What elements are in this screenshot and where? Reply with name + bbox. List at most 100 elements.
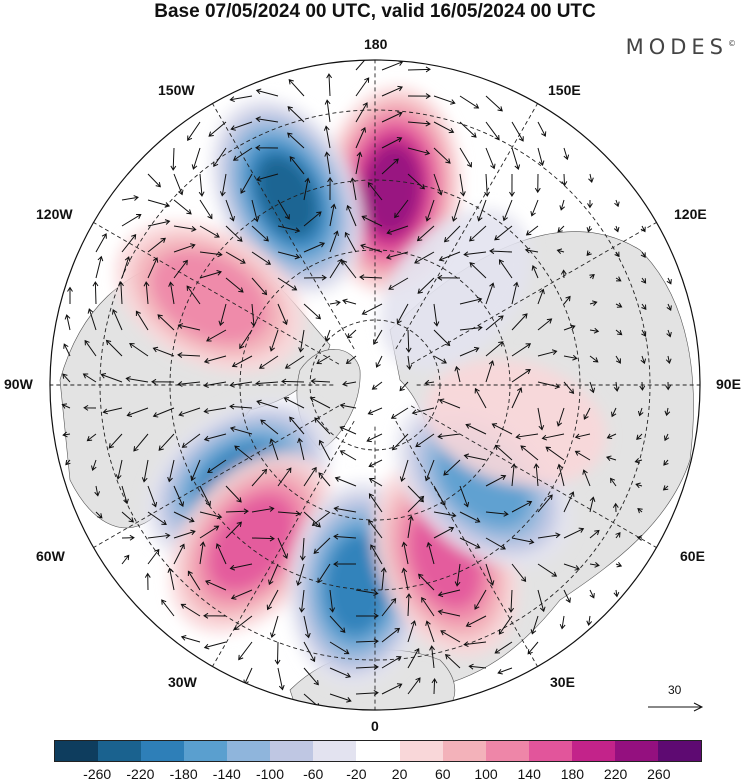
wind-vector [494,444,513,461]
wind-vector [424,379,435,386]
wind-vector [147,199,171,208]
wind-vector [361,303,383,315]
wind-vector [147,532,171,539]
wind-vector [537,121,547,137]
wind-vector [559,615,566,630]
wind-vector [346,329,357,339]
wind-vector [459,346,480,357]
wind-vector [375,355,383,368]
wind-vector [485,474,507,487]
colorbar-swatch [227,741,271,761]
wind-vector [494,641,513,654]
wind-vector [355,77,370,97]
wind-vector [251,468,268,487]
wind-vector [433,526,455,539]
wind-vector [407,173,426,190]
wind-vector [485,510,509,517]
wind-vector [317,563,331,584]
wind-vector [663,433,670,442]
wind-vector [641,329,647,337]
wind-vector [459,121,477,138]
wind-vector [537,407,545,431]
wind-vector [121,233,137,253]
wind-vector [203,612,227,619]
colorbar-swatch [184,741,228,761]
wind-vector [94,485,101,497]
wind-vector [152,407,175,418]
wind-vector [459,485,470,508]
wind-vector [489,248,513,255]
wind-vector [444,653,461,669]
wind-vector [147,257,159,279]
wind-vector [613,381,620,392]
wind-vector [381,111,403,123]
wind-vector [525,225,539,236]
wind-vector [425,199,435,222]
colorbar-tick-label: -20 [346,766,367,782]
wind-vector [502,199,513,222]
wind-vector [614,199,620,208]
wind-vector [233,615,253,631]
wind-vector [563,491,575,513]
colorbar-swatch [313,741,357,761]
label-lon-60e: 60E [680,548,705,564]
map-title: Base 07/05/2024 00 UTC, valid 16/05/2024… [154,1,596,22]
wind-vector [303,615,311,639]
wind-vector [173,225,197,232]
wind-vector [91,459,97,472]
wind-vector [663,459,669,466]
wind-vector [303,274,327,281]
wind-vector [433,173,443,196]
wind-vector [108,433,123,449]
wind-vector [303,303,322,320]
wind-vector [586,225,593,233]
colorbar-tick-label: 60 [435,766,451,782]
wind-vector [229,426,253,435]
wind-vector [199,525,220,539]
wind-vector [269,438,279,461]
wind-vector [339,402,357,409]
wind-vector [589,529,600,539]
wind-vector [534,173,541,194]
wind-vector [443,225,461,243]
wind-vector [588,173,594,184]
wind-vector [95,233,107,253]
wind-vector [67,286,73,305]
label-lon-90e: 90E [716,376,741,392]
wind-vector [303,667,319,686]
colorbar-tick-label: 220 [603,766,628,782]
wind-vector [269,329,279,352]
meridian-line [410,222,657,365]
wind-vector [341,259,357,279]
wind-vector [64,314,71,331]
wind-vector [95,255,104,279]
wind-vector [424,459,435,482]
wind-vector [537,318,553,331]
brand-mark: © [728,39,736,48]
meridian-line [212,103,355,350]
wind-vector [586,250,592,256]
wind-vector [391,433,409,451]
wind-vector [615,276,622,282]
wind-vector [270,615,279,639]
anomaly-contour [208,495,295,591]
wind-vector [406,355,413,371]
wind-vector [255,144,279,151]
wind-vector [297,437,305,461]
wind-vector [277,225,301,234]
wind-vector [355,690,379,696]
wind-vector [360,243,383,253]
wind-vector [511,281,519,305]
wind-vector [396,303,409,325]
wind-vector [433,147,451,164]
anomaly-contour [325,534,390,635]
wind-vector [277,277,298,291]
label-lon-30w: 30W [168,674,197,690]
wind-vector [92,281,99,305]
wind-vector [537,589,546,613]
wind-vector [177,352,201,358]
wind-vector [355,664,379,670]
wind-vector [359,274,383,281]
wind-vector [511,121,524,142]
wind-vector [508,589,515,613]
